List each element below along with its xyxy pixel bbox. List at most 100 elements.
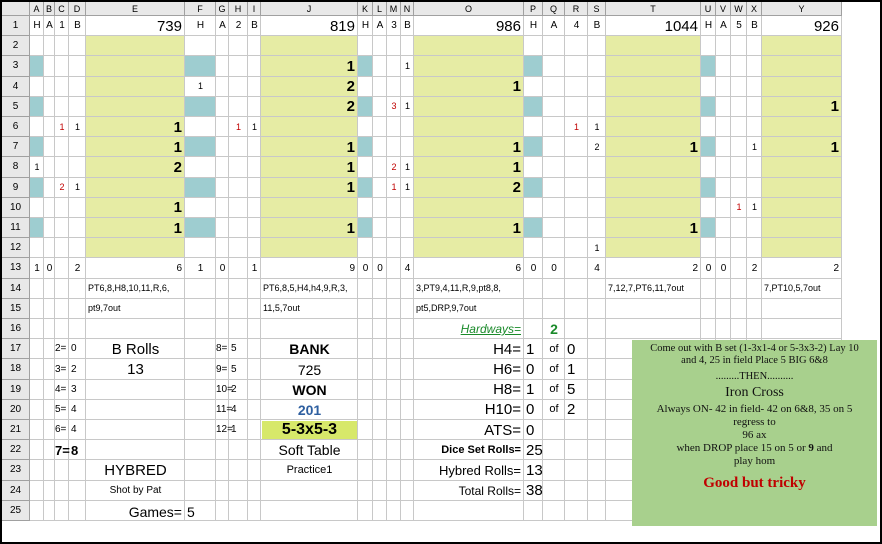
cell-p11[interactable] xyxy=(524,218,543,239)
cell-p7[interactable] xyxy=(524,137,543,158)
cell-c6[interactable] xyxy=(55,117,69,138)
cell-b23[interactable] xyxy=(44,460,55,481)
cell-k14[interactable] xyxy=(358,278,373,299)
cell-p6[interactable] xyxy=(524,117,543,138)
cell-n14[interactable] xyxy=(401,278,414,299)
cell-u11[interactable] xyxy=(701,218,716,239)
cell-i19[interactable] xyxy=(248,379,261,400)
cell-j4[interactable] xyxy=(261,76,358,97)
cell-r15[interactable] xyxy=(565,298,588,319)
cell-e1[interactable] xyxy=(86,16,185,37)
cell-l1[interactable] xyxy=(373,16,387,37)
cell-t7[interactable] xyxy=(606,137,701,158)
column-header-g[interactable]: G xyxy=(216,2,229,16)
cell-m6[interactable] xyxy=(387,117,401,138)
cell-a23[interactable] xyxy=(30,460,44,481)
cell-i8[interactable] xyxy=(248,157,261,178)
cell-j15[interactable] xyxy=(261,298,358,319)
cell-r22[interactable] xyxy=(565,440,588,461)
cell-t11[interactable] xyxy=(606,218,701,239)
cell-q8[interactable] xyxy=(543,157,565,178)
cell-i6[interactable] xyxy=(248,117,261,138)
cell-x7[interactable] xyxy=(747,137,762,158)
cell-m18[interactable] xyxy=(387,359,401,380)
cell-h23[interactable] xyxy=(229,460,248,481)
cell-m15[interactable] xyxy=(387,298,401,319)
cell-i21[interactable] xyxy=(248,420,261,441)
cell-h21[interactable] xyxy=(229,420,248,441)
cell-b4[interactable] xyxy=(44,76,55,97)
cell-u2[interactable] xyxy=(701,36,716,57)
cell-e23[interactable] xyxy=(86,460,185,481)
row-header-17[interactable]: 17 xyxy=(2,339,30,360)
cell-t2[interactable] xyxy=(606,36,701,57)
cell-e12[interactable] xyxy=(86,238,185,259)
cell-e19[interactable] xyxy=(86,379,185,400)
cell-f16[interactable] xyxy=(185,319,216,340)
cell-e11[interactable] xyxy=(86,218,185,239)
cell-v16[interactable] xyxy=(716,319,731,340)
column-header-b[interactable]: B xyxy=(44,2,55,16)
cell-l3[interactable] xyxy=(373,56,387,77)
cell-r2[interactable] xyxy=(565,36,588,57)
cell-f19[interactable] xyxy=(185,379,216,400)
cell-e3[interactable] xyxy=(86,56,185,77)
cell-l16[interactable] xyxy=(373,319,387,340)
cell-m24[interactable] xyxy=(387,480,401,501)
cell-e14[interactable] xyxy=(86,278,185,299)
cell-a4[interactable] xyxy=(30,76,44,97)
cell-o15[interactable] xyxy=(414,298,524,319)
cell-o5[interactable] xyxy=(414,96,524,117)
cell-m17[interactable] xyxy=(387,339,401,360)
cell-a7[interactable] xyxy=(30,137,44,158)
cell-s11[interactable] xyxy=(588,218,606,239)
cell-m8[interactable] xyxy=(387,157,401,178)
cell-o16[interactable] xyxy=(414,319,524,340)
cell-w11[interactable] xyxy=(731,218,747,239)
cell-t5[interactable] xyxy=(606,96,701,117)
cell-h18[interactable] xyxy=(229,359,248,380)
cell-o23[interactable] xyxy=(414,460,524,481)
cell-l7[interactable] xyxy=(373,137,387,158)
cell-j12[interactable] xyxy=(261,238,358,259)
cell-g13[interactable] xyxy=(216,258,229,279)
cell-b17[interactable] xyxy=(44,339,55,360)
row-header-13[interactable]: 13 xyxy=(2,258,30,279)
cell-w9[interactable] xyxy=(731,177,747,198)
cell-o18[interactable] xyxy=(414,359,524,380)
cell-r19[interactable] xyxy=(565,379,588,400)
cell-m19[interactable] xyxy=(387,379,401,400)
cell-g15[interactable] xyxy=(216,298,229,319)
cell-s4[interactable] xyxy=(588,76,606,97)
row-header-19[interactable]: 19 xyxy=(2,379,30,400)
cell-b1[interactable] xyxy=(44,16,55,37)
column-header-f[interactable]: F xyxy=(185,2,216,16)
cell-s22[interactable] xyxy=(588,440,606,461)
cell-h6[interactable] xyxy=(229,117,248,138)
cell-r14[interactable] xyxy=(565,278,588,299)
cell-a12[interactable] xyxy=(30,238,44,259)
cell-t9[interactable] xyxy=(606,177,701,198)
cell-p4[interactable] xyxy=(524,76,543,97)
cell-p16[interactable] xyxy=(524,319,543,340)
cell-a3[interactable] xyxy=(30,56,44,77)
cell-i16[interactable] xyxy=(248,319,261,340)
cell-c11[interactable] xyxy=(55,218,69,239)
cell-j13[interactable] xyxy=(261,258,358,279)
cell-q21[interactable] xyxy=(543,420,565,441)
cell-l5[interactable] xyxy=(373,96,387,117)
cell-y10[interactable] xyxy=(762,197,842,218)
cell-y16[interactable] xyxy=(762,319,842,340)
cell-f20[interactable] xyxy=(185,399,216,420)
column-header-r[interactable]: R xyxy=(565,2,588,16)
cell-o20[interactable] xyxy=(414,399,524,420)
cell-k22[interactable] xyxy=(358,440,373,461)
cell-b18[interactable] xyxy=(44,359,55,380)
cell-e7[interactable] xyxy=(86,137,185,158)
cell-h15[interactable] xyxy=(229,298,248,319)
cell-f8[interactable] xyxy=(185,157,216,178)
cell-y13[interactable] xyxy=(762,258,842,279)
column-header-v[interactable]: V xyxy=(716,2,731,16)
cell-u8[interactable] xyxy=(701,157,716,178)
cell-l12[interactable] xyxy=(373,238,387,259)
